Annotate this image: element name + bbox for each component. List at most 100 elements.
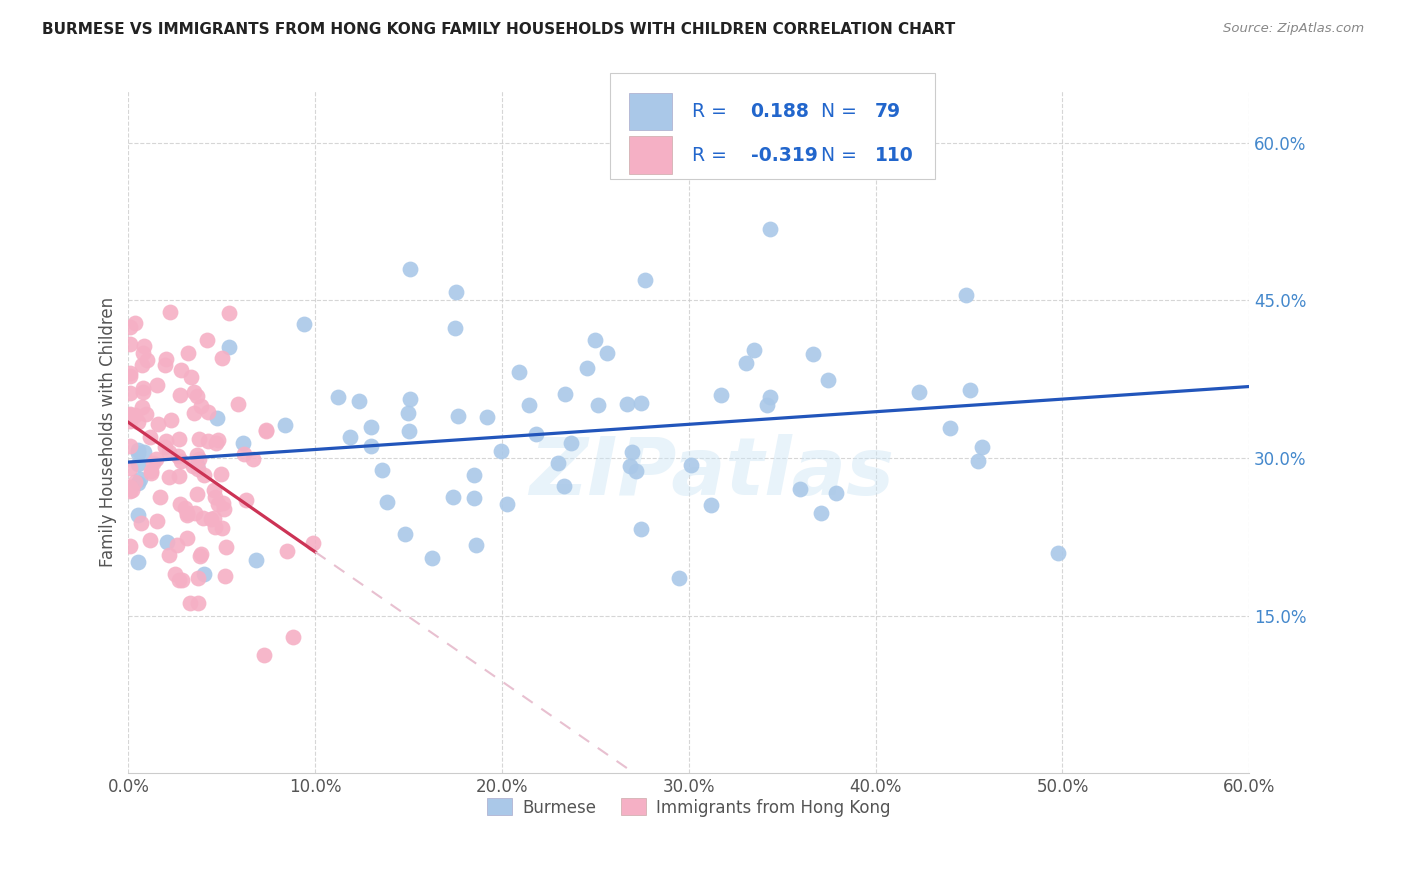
Point xyxy=(159,413,181,427)
Point xyxy=(153,440,176,454)
Point xyxy=(188,432,211,446)
Point xyxy=(789,482,811,496)
Point xyxy=(127,508,149,522)
Point xyxy=(360,440,382,454)
Point xyxy=(174,500,197,515)
Point xyxy=(197,434,219,449)
Text: R =: R = xyxy=(692,102,727,120)
Point xyxy=(326,390,349,404)
Point xyxy=(121,483,143,498)
Text: -0.319: -0.319 xyxy=(751,145,817,164)
Point xyxy=(120,480,142,494)
Text: BURMESE VS IMMIGRANTS FROM HONG KONG FAMILY HOUSEHOLDS WITH CHILDREN CORRELATION: BURMESE VS IMMIGRANTS FROM HONG KONG FAM… xyxy=(42,22,956,37)
Point xyxy=(187,571,209,585)
Point xyxy=(465,538,488,552)
Point xyxy=(519,399,541,413)
FancyBboxPatch shape xyxy=(630,93,672,130)
Point xyxy=(758,390,780,404)
Point xyxy=(169,573,191,587)
Point xyxy=(179,596,201,610)
Point xyxy=(292,317,315,331)
Point xyxy=(215,540,238,554)
Point xyxy=(212,501,235,516)
Point xyxy=(274,417,297,432)
Point xyxy=(232,447,254,461)
Point xyxy=(176,345,198,359)
Legend: Burmese, Immigrants from Hong Kong: Burmese, Immigrants from Hong Kong xyxy=(481,792,897,823)
Point xyxy=(197,405,219,419)
Point xyxy=(120,386,142,401)
Y-axis label: Family Households with Children: Family Households with Children xyxy=(100,297,117,566)
Point xyxy=(129,516,152,530)
Point xyxy=(146,514,169,528)
Point xyxy=(139,464,162,478)
Point xyxy=(187,452,209,467)
Point xyxy=(127,445,149,459)
Point xyxy=(710,387,733,401)
Point xyxy=(959,383,981,397)
Point xyxy=(127,415,149,429)
Point xyxy=(218,340,240,354)
Point xyxy=(146,417,169,432)
Point xyxy=(167,469,190,483)
Point xyxy=(170,573,193,587)
Point xyxy=(120,407,142,421)
Point xyxy=(398,424,420,438)
Point xyxy=(759,222,782,236)
Point xyxy=(524,427,547,442)
Point xyxy=(276,543,298,558)
Point xyxy=(181,458,204,473)
Point xyxy=(166,449,188,463)
Point xyxy=(170,363,193,377)
Point xyxy=(127,475,149,490)
Point xyxy=(375,495,398,509)
Point xyxy=(184,506,207,520)
Point xyxy=(619,458,641,473)
Point xyxy=(129,472,152,486)
Point xyxy=(254,424,277,438)
Point xyxy=(810,506,832,520)
Point xyxy=(176,532,198,546)
Point xyxy=(124,408,146,422)
Point xyxy=(149,490,172,504)
Point xyxy=(127,555,149,569)
Point xyxy=(399,262,422,277)
Point xyxy=(169,454,191,468)
Point xyxy=(232,435,254,450)
Point xyxy=(360,420,382,434)
Point xyxy=(560,435,582,450)
Point xyxy=(908,384,931,399)
Point xyxy=(183,406,205,420)
Point xyxy=(120,366,142,380)
Point xyxy=(817,373,839,387)
Point xyxy=(176,506,198,520)
Point xyxy=(218,306,240,320)
Point xyxy=(254,423,277,437)
Point xyxy=(371,463,394,477)
Point xyxy=(135,352,157,367)
Point xyxy=(496,497,519,511)
Point xyxy=(141,466,163,480)
Point xyxy=(127,457,149,471)
Point xyxy=(554,386,576,401)
Point xyxy=(204,520,226,534)
Point xyxy=(245,553,267,567)
Point xyxy=(132,384,155,399)
Point xyxy=(131,400,153,414)
Point xyxy=(157,548,180,562)
Point xyxy=(159,470,181,484)
Point xyxy=(207,433,229,447)
Point xyxy=(583,334,606,348)
Point xyxy=(132,380,155,394)
Point xyxy=(180,370,202,384)
Point xyxy=(159,305,181,319)
Point xyxy=(1047,546,1070,560)
Text: 79: 79 xyxy=(875,102,901,120)
Point xyxy=(477,409,499,424)
Point xyxy=(681,458,703,472)
Point xyxy=(283,630,305,644)
Point xyxy=(159,444,181,458)
Point xyxy=(120,439,142,453)
Text: R =: R = xyxy=(692,145,727,164)
Point xyxy=(441,490,464,504)
